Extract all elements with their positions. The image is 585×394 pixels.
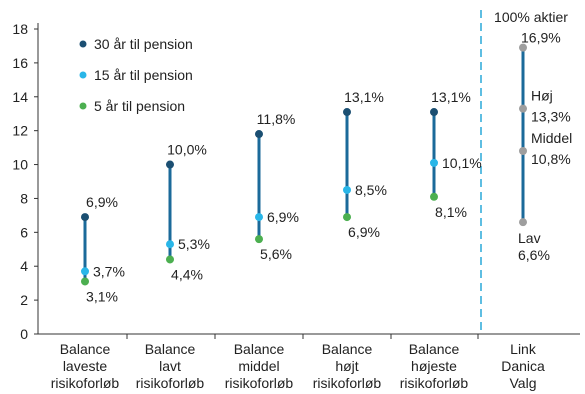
legend-marker — [79, 102, 87, 110]
category-label: Link — [510, 341, 537, 357]
data-point — [430, 108, 438, 117]
value-label-15yr: 5,3% — [178, 236, 210, 252]
data-point — [343, 213, 351, 222]
value-label-15yr: 10,1% — [442, 155, 482, 171]
data-point — [343, 108, 351, 117]
category-label: laveste — [63, 358, 108, 374]
value-label-30yr: 13,1% — [431, 89, 471, 105]
link-data-point — [519, 218, 527, 227]
link-value-label: 16,9% — [521, 30, 561, 46]
value-label-30yr: 11,8% — [257, 111, 296, 127]
link-point-name: Høj — [531, 88, 553, 104]
data-point — [430, 158, 438, 167]
category-label: Balance — [60, 341, 111, 357]
link-data-point — [519, 104, 527, 113]
y-tick-label: 2 — [20, 292, 28, 308]
legend-marker — [79, 71, 87, 79]
y-tick-label: 4 — [20, 258, 28, 274]
value-label-5yr: 5,6% — [260, 246, 292, 262]
category-label: risikoforløb — [313, 375, 382, 391]
data-point — [255, 130, 263, 139]
legend-label: 30 år til pension — [94, 36, 193, 52]
category-label: risikoforløb — [136, 375, 205, 391]
category-label: lavt — [159, 358, 181, 374]
category-label: risikoforløb — [400, 375, 469, 391]
category-label: højeste — [411, 358, 457, 374]
link-point-name: Middel — [531, 130, 572, 146]
y-tick-label: 12 — [12, 123, 28, 139]
value-label-15yr: 3,7% — [93, 263, 125, 279]
y-tick-label: 14 — [12, 89, 28, 105]
y-tick-label: 16 — [12, 55, 28, 71]
link-point-name: Lav — [518, 230, 541, 246]
value-label-30yr: 10,0% — [167, 142, 207, 158]
data-point — [81, 267, 89, 276]
y-tick-label: 18 — [12, 21, 28, 37]
category-label: risikoforløb — [51, 375, 120, 391]
legend-label: 15 år til pension — [94, 67, 193, 83]
link-data-point — [519, 43, 527, 52]
category-label: Balance — [409, 341, 460, 357]
link-header: 100% aktier — [494, 9, 568, 25]
value-label-15yr: 8,5% — [355, 182, 387, 198]
data-point — [166, 255, 174, 264]
value-label-15yr: 6,9% — [267, 209, 299, 225]
category-label: Balance — [234, 341, 285, 357]
link-value-label: 6,6% — [518, 247, 550, 263]
data-point — [255, 235, 263, 244]
legend-marker — [79, 40, 87, 48]
data-point — [166, 160, 174, 169]
category-label: middel — [238, 358, 279, 374]
data-point — [343, 185, 351, 194]
link-value-label: 13,3% — [531, 109, 571, 125]
y-tick-label: 10 — [12, 157, 28, 173]
category-label: Valg — [510, 375, 537, 391]
category-label: Balance — [322, 341, 373, 357]
value-label-30yr: 13,1% — [344, 89, 384, 105]
y-tick-label: 6 — [20, 224, 28, 240]
value-label-5yr: 3,1% — [86, 288, 118, 304]
y-tick-label: 8 — [20, 190, 28, 206]
value-label-5yr: 8,1% — [435, 204, 467, 220]
data-point — [430, 192, 438, 201]
value-label-5yr: 6,9% — [348, 224, 380, 240]
data-point — [81, 277, 89, 286]
link-data-point — [519, 147, 527, 155]
value-label-30yr: 6,9% — [86, 194, 118, 210]
category-label: risikoforløb — [225, 375, 294, 391]
data-point — [166, 240, 174, 249]
data-point — [81, 213, 89, 222]
category-label: højt — [335, 358, 358, 374]
link-value-label: 10,8% — [531, 151, 571, 167]
value-label-5yr: 4,4% — [171, 266, 203, 282]
category-label: Danica — [501, 358, 545, 374]
data-point — [255, 213, 263, 222]
legend-label: 5 år til pension — [94, 98, 185, 114]
y-tick-label: 0 — [20, 326, 28, 342]
category-label: Balance — [145, 341, 196, 357]
